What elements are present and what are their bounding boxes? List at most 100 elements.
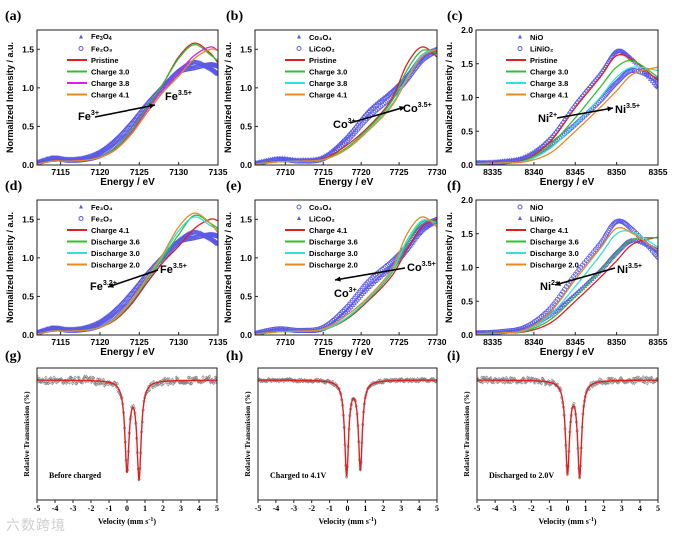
x-tick-label: 8350 <box>607 337 626 347</box>
data-marker <box>630 68 636 74</box>
data-marker <box>116 303 122 309</box>
legend-label: Charge 3.8 <box>309 79 347 88</box>
data-marker <box>343 139 349 145</box>
data-marker <box>501 159 507 165</box>
data-marker <box>386 261 392 267</box>
data-point <box>189 382 193 386</box>
annotation-label: Co3.5+ <box>403 101 432 115</box>
series-line-discharge-2-0 <box>255 216 437 335</box>
data-marker <box>576 96 582 102</box>
legend-label: Charge 3.0 <box>309 68 347 77</box>
data-marker <box>574 98 580 104</box>
x-axis-title: Velocity (mm s-1) <box>318 517 376 526</box>
x-tick-label: -1 <box>106 504 113 513</box>
y-tick-label: 1.5 <box>22 44 34 54</box>
data-point <box>492 380 496 384</box>
sample-note: Discharged to 2.0V <box>489 471 554 480</box>
legend-label: Fe3O4 <box>91 32 112 42</box>
data-point <box>199 380 203 384</box>
data-point <box>67 381 71 385</box>
data-marker <box>620 49 626 55</box>
x-tick-label: -5 <box>34 504 41 513</box>
watermark: 六数跨境 <box>6 518 66 534</box>
data-point <box>608 377 612 381</box>
data-point <box>641 375 645 379</box>
annotation-label: Fe3.5+ <box>165 89 192 103</box>
legend-label: Charge 4.1 <box>309 226 347 235</box>
series-line-charge-4-1 <box>255 48 437 165</box>
y-axis-title: Normalized Intensity / a.u. <box>444 212 454 323</box>
x-tick-label: -3 <box>510 504 517 513</box>
legend-marker <box>79 34 83 39</box>
x-tick-label: -1 <box>326 504 333 513</box>
data-point <box>637 376 641 380</box>
data-point <box>151 385 155 389</box>
data-point <box>115 382 119 386</box>
data-point <box>533 381 537 385</box>
data-point <box>161 382 165 386</box>
data-marker <box>164 78 171 84</box>
data-point <box>606 377 610 380</box>
data-marker <box>288 157 294 163</box>
x-axis-title: Velocity (mm s-1) <box>98 517 156 526</box>
legend-label: Charge 4.1 <box>91 91 129 100</box>
data-marker <box>629 226 635 232</box>
x-tick-label: -4 <box>52 504 59 513</box>
annotation-arrow <box>554 267 616 286</box>
data-marker <box>387 260 393 266</box>
annotation-label: Ni2+ <box>538 111 557 125</box>
axes-frame <box>257 367 438 501</box>
y-tick-label: 1.5 <box>240 44 252 54</box>
data-point <box>165 377 169 381</box>
plot-area <box>476 218 658 335</box>
y-tick-label: 0.0 <box>240 330 252 340</box>
data-marker <box>381 270 387 276</box>
x-tick-label: 5 <box>215 504 219 513</box>
annotation-arrow <box>107 269 159 288</box>
legend-marker <box>517 204 523 210</box>
legend-label: Fe₃O₄ <box>91 203 113 212</box>
data-marker <box>384 98 390 104</box>
x-tick-label: 0 <box>346 504 350 513</box>
data-marker <box>561 116 568 122</box>
x-tick-label: -4 <box>492 504 499 513</box>
data-point <box>552 380 556 383</box>
data-marker <box>345 137 351 143</box>
y-tick-label: 1.5 <box>240 214 252 224</box>
y-tick-label: 0.0 <box>240 160 252 170</box>
x-tick-label: 8340 <box>524 167 543 177</box>
data-point <box>645 381 649 385</box>
data-marker <box>116 133 122 139</box>
x-tick-label: 8355 <box>649 337 668 347</box>
data-marker <box>579 92 586 97</box>
y-axis-title: Normalized Intensity / a.u. <box>223 42 233 153</box>
legend-marker <box>78 46 84 51</box>
data-marker <box>387 89 393 95</box>
x-tick-label: -1 <box>546 504 553 513</box>
panel-b: (b) Co₃O₄ LiCoO₂ Pristine Charge 3.0 Charge 3… <box>223 9 447 188</box>
data-point <box>539 381 543 385</box>
x-tick-label: 7135 <box>209 337 228 347</box>
arrow-head-icon <box>149 103 155 109</box>
data-point <box>73 376 77 379</box>
x-tick-label: 7725 <box>390 167 409 177</box>
legend-label: Fe₂O₃ <box>91 45 113 54</box>
data-marker <box>556 123 562 129</box>
x-tick-label: 7715 <box>314 167 333 177</box>
annotation-label: Ni3.5+ <box>617 262 642 276</box>
x-tick-label: -2 <box>88 504 95 513</box>
axes-frame <box>36 29 219 166</box>
legend-marker <box>296 204 302 210</box>
x-axis-title: Velocity (mm s-1) <box>538 517 596 526</box>
y-tick-label: 0.5 <box>240 291 252 301</box>
panel-label: (c) <box>447 9 463 24</box>
data-marker <box>507 158 513 164</box>
panel-i: (i) -5 -4 -3 -2 -1 0 1 2 3 4 5 Velocity (mm s-1) Rela… <box>447 349 660 526</box>
data-marker <box>639 239 646 245</box>
plot-area <box>37 212 218 335</box>
sample-note: Charged to 4.1V <box>270 471 326 480</box>
legend-marker <box>79 204 83 209</box>
y-axis-title: Normalized Intensity / a.u. <box>5 42 15 153</box>
x-tick-label: 1 <box>143 504 147 513</box>
x-tick-label: -3 <box>290 504 297 513</box>
